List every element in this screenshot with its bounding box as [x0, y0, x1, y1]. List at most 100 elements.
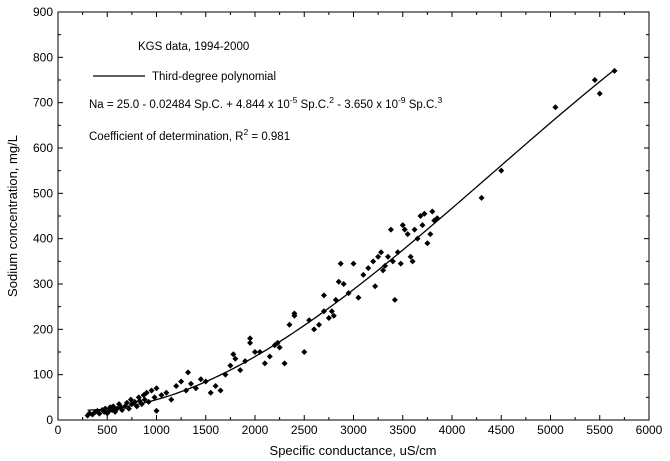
y-tick-label: 200	[33, 322, 53, 336]
data-point	[411, 226, 418, 233]
data-point	[355, 294, 362, 301]
data-point	[424, 240, 431, 247]
x-tick-label: 4000	[439, 423, 466, 437]
equation-annotation: Na = 25.0 - 0.02484 Sp.C. + 4.844 x 10-5…	[89, 95, 443, 111]
data-point	[207, 389, 214, 396]
data-point	[252, 349, 258, 355]
data-point	[237, 367, 244, 374]
x-tick-label: 1000	[143, 423, 170, 437]
data-point	[143, 389, 150, 396]
data-point	[365, 265, 372, 272]
data-point	[153, 407, 160, 414]
data-point	[330, 312, 337, 319]
data-point	[163, 389, 170, 396]
data-point	[591, 77, 598, 83]
legend-data-label: KGS data, 1994-2000	[138, 41, 249, 53]
data-point	[276, 344, 283, 351]
data-point	[168, 396, 175, 403]
x-tick-label: 2500	[291, 423, 318, 437]
y-tick-label: 100	[33, 368, 53, 382]
x-tick-label: 0	[55, 423, 62, 437]
data-point	[337, 260, 344, 267]
data-point	[360, 271, 367, 278]
fit-line	[87, 69, 615, 411]
r2-annotation: Coefficient of determination, R2 = 0.981	[89, 127, 290, 143]
data-point	[230, 351, 237, 358]
data-point	[291, 312, 298, 319]
x-tick-label: 5500	[586, 423, 613, 437]
data-point	[185, 369, 192, 376]
y-tick-label: 300	[33, 277, 53, 291]
data-point	[266, 353, 273, 360]
x-tick-label: 1500	[192, 423, 219, 437]
data-point	[382, 262, 389, 269]
data-point	[148, 387, 155, 394]
data-point	[187, 380, 194, 387]
data-point	[125, 405, 132, 412]
data-point	[409, 258, 416, 265]
data-point	[178, 378, 185, 385]
data-point	[478, 194, 485, 201]
data-point	[141, 396, 148, 403]
data-point	[419, 222, 426, 229]
data-point	[212, 383, 219, 389]
data-point	[378, 249, 385, 256]
data-point	[429, 208, 436, 215]
data-point	[387, 226, 394, 233]
data-point	[320, 292, 327, 299]
data-point	[372, 283, 379, 290]
data-point	[611, 67, 618, 74]
x-tick-label: 6000	[636, 423, 663, 437]
x-tick-label: 500	[97, 423, 117, 437]
y-tick-label: 900	[33, 5, 53, 19]
data-point	[394, 249, 401, 256]
data-point	[404, 231, 411, 238]
data-point	[350, 260, 357, 267]
data-point	[217, 387, 224, 394]
data-point	[311, 326, 318, 333]
x-axis-title: Specific conductance, uS/cm	[270, 443, 437, 458]
data-point	[131, 398, 138, 405]
data-point	[380, 267, 387, 274]
x-tick-label: 3500	[389, 423, 416, 437]
data-point	[261, 360, 268, 367]
data-point	[391, 296, 398, 303]
data-point	[316, 321, 323, 328]
data-point	[247, 339, 254, 346]
x-tick-label: 5000	[537, 423, 564, 437]
data-point	[417, 213, 424, 219]
data-point	[340, 281, 347, 287]
data-point	[325, 315, 332, 321]
data-point	[247, 335, 254, 342]
data-point	[127, 396, 134, 403]
data-point	[197, 376, 204, 383]
y-axis-title: Sodium concentration, mg/L	[5, 135, 20, 297]
data-point	[151, 394, 158, 401]
data-point	[328, 308, 335, 315]
y-tick-label: 700	[33, 96, 53, 110]
y-tick-label: 500	[33, 186, 53, 200]
data-point	[281, 360, 288, 367]
data-point	[370, 258, 377, 265]
data-point	[397, 260, 404, 267]
data-point	[158, 392, 165, 399]
data-point	[96, 410, 103, 417]
data-point	[173, 383, 180, 389]
y-tick-label: 0	[46, 413, 53, 427]
data-point	[596, 90, 603, 97]
data-point	[407, 253, 414, 260]
data-point	[375, 253, 382, 260]
data-point	[119, 407, 126, 414]
data-point	[427, 231, 434, 238]
data-point	[384, 253, 391, 260]
x-tick-label: 4500	[488, 423, 515, 437]
data-point	[552, 104, 559, 111]
x-tick-label: 2000	[242, 423, 269, 437]
data-point	[123, 399, 130, 406]
legend-line-label: Third-degree polynomial	[152, 71, 276, 83]
data-point	[232, 355, 239, 362]
data-points	[84, 67, 618, 419]
data-point	[401, 226, 408, 233]
data-point	[498, 167, 505, 174]
